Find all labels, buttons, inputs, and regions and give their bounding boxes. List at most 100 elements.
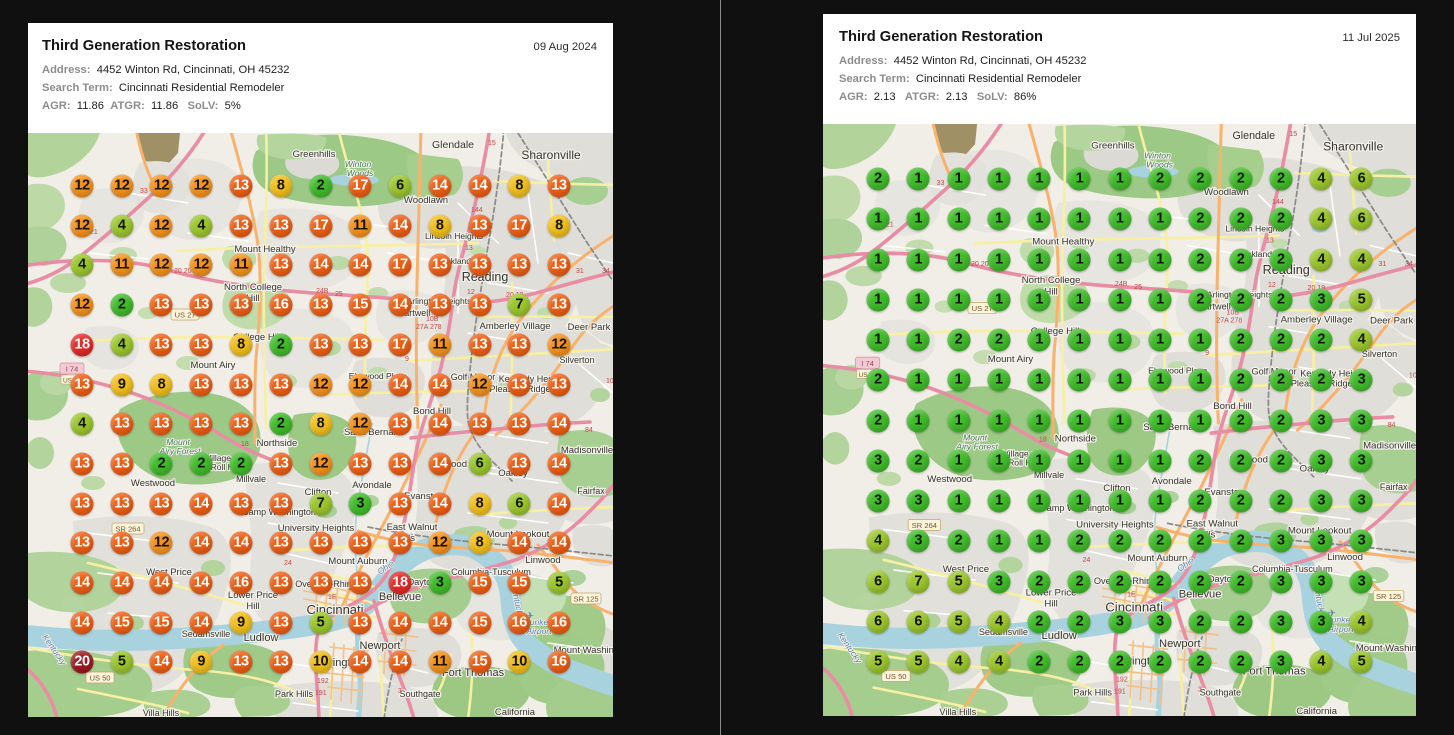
svg-text:Linwood: Linwood	[525, 555, 560, 566]
svg-text:Madisonville: Madisonville	[561, 445, 613, 456]
svg-text:31: 31	[1378, 260, 1386, 268]
svg-text:84: 84	[1388, 421, 1396, 429]
svg-text:25: 25	[1134, 283, 1142, 291]
svg-text:Glendale: Glendale	[1233, 130, 1276, 142]
svg-text:✈: ✈	[1328, 609, 1336, 620]
svg-text:18: 18	[1039, 435, 1047, 443]
svg-text:13: 13	[1266, 237, 1274, 245]
svg-text:I 74: I 74	[861, 359, 874, 368]
svg-text:Greenhills: Greenhills	[293, 149, 336, 160]
svg-text:10B: 10B	[426, 316, 439, 323]
svg-text:3: 3	[1198, 686, 1202, 694]
svg-text:Mount Healthy: Mount Healthy	[1032, 237, 1094, 248]
svg-text:✈: ✈	[526, 611, 534, 622]
svg-text:Ludlow: Ludlow	[244, 632, 279, 644]
svg-text:Lunken: Lunken	[1327, 615, 1355, 625]
svg-text:144: 144	[471, 207, 483, 214]
svg-text:Mount Airy: Mount Airy	[988, 354, 1034, 365]
svg-text:1E: 1E	[328, 594, 337, 601]
svg-text:Mount Washington: Mount Washington	[1356, 643, 1416, 654]
svg-text:Deer Park: Deer Park	[1370, 316, 1414, 327]
svg-text:California: California	[495, 707, 536, 717]
svg-text:20 19: 20 19	[1308, 284, 1326, 292]
svg-text:Northside: Northside	[257, 438, 298, 449]
svg-text:3: 3	[398, 688, 402, 695]
svg-text:SR 264: SR 264	[115, 525, 140, 534]
svg-text:191: 191	[315, 690, 327, 697]
svg-text:Winton: Winton	[345, 159, 372, 169]
svg-text:9: 9	[405, 356, 409, 363]
svg-text:Sharonville: Sharonville	[521, 148, 581, 162]
svg-text:University Heights: University Heights	[1076, 519, 1154, 530]
svg-text:Fairfax: Fairfax	[577, 486, 605, 496]
svg-text:East Walnut: East Walnut	[387, 522, 438, 533]
svg-text:192: 192	[317, 678, 329, 685]
svg-text:33: 33	[140, 188, 148, 195]
svg-text:Madisonville: Madisonville	[1363, 440, 1416, 451]
svg-text:12: 12	[1268, 281, 1276, 289]
svg-text:Hill: Hill	[1044, 599, 1057, 610]
svg-text:34: 34	[1405, 260, 1413, 268]
svg-text:Sharonville: Sharonville	[1323, 139, 1383, 153]
svg-text:SR 125: SR 125	[573, 595, 598, 604]
svg-text:US 50: US 50	[90, 674, 111, 683]
svg-text:34: 34	[602, 268, 610, 275]
svg-text:Westwood: Westwood	[131, 478, 175, 489]
svg-text:191: 191	[1114, 688, 1126, 696]
svg-text:27A 278: 27A 278	[416, 324, 442, 331]
svg-text:84: 84	[585, 427, 593, 434]
svg-text:24B: 24B	[316, 288, 329, 295]
svg-text:27A 278: 27A 278	[1216, 317, 1242, 325]
svg-text:Amberley Village: Amberley Village	[1281, 315, 1353, 326]
svg-text:Villa Hills: Villa Hills	[939, 707, 976, 716]
svg-text:144: 144	[1272, 198, 1284, 206]
svg-text:Hill: Hill	[246, 601, 259, 612]
svg-text:24: 24	[284, 560, 292, 567]
svg-text:21: 21	[886, 220, 894, 228]
svg-text:10: 10	[1409, 371, 1416, 379]
svg-text:24B: 24B	[1115, 280, 1128, 288]
svg-text:Airport: Airport	[1327, 624, 1354, 634]
svg-text:Mount Healthy: Mount Healthy	[234, 244, 296, 255]
svg-text:Newport: Newport	[360, 640, 401, 652]
svg-text:North College: North College	[1022, 275, 1081, 286]
svg-text:Millvale: Millvale	[236, 474, 266, 484]
svg-text:Airport: Airport	[525, 626, 552, 636]
svg-text:33: 33	[937, 179, 945, 187]
svg-text:Newport: Newport	[1159, 638, 1201, 650]
svg-text:25: 25	[335, 291, 343, 298]
svg-text:US 50: US 50	[885, 672, 906, 681]
svg-text:Villa Hills: Villa Hills	[143, 708, 180, 717]
svg-text:Greenhills: Greenhills	[1091, 140, 1135, 151]
svg-text:Linwood: Linwood	[1327, 552, 1363, 563]
svg-text:Avondale: Avondale	[1152, 476, 1192, 487]
svg-text:Mount: Mount	[963, 432, 988, 442]
svg-text:University Heights: University Heights	[278, 523, 355, 534]
svg-text:Bellevue: Bellevue	[379, 591, 421, 603]
svg-text:Westwood: Westwood	[927, 474, 972, 485]
svg-text:Northside: Northside	[1055, 433, 1096, 444]
svg-text:Southgate: Southgate	[1200, 688, 1242, 698]
svg-text:East Walnut: East Walnut	[1186, 518, 1238, 529]
svg-text:Silverton: Silverton	[1362, 349, 1397, 359]
svg-text:9: 9	[1205, 349, 1209, 357]
svg-text:1E: 1E	[1127, 590, 1136, 598]
svg-text:Ludlow: Ludlow	[1042, 630, 1078, 642]
svg-text:Mount: Mount	[166, 437, 190, 447]
svg-text:18: 18	[241, 441, 249, 448]
svg-text:Mount Airy: Mount Airy	[191, 360, 236, 371]
svg-text:Fort Thomas: Fort Thomas	[442, 667, 505, 679]
svg-text:I 74: I 74	[66, 365, 79, 374]
svg-text:24: 24	[1083, 556, 1091, 564]
svg-text:15: 15	[1289, 130, 1297, 138]
svg-text:Mount Auburn: Mount Auburn	[1128, 553, 1188, 564]
svg-text:Airy Forest: Airy Forest	[955, 441, 998, 451]
svg-text:10B: 10B	[1226, 309, 1239, 317]
svg-text:Park Hills: Park Hills	[1073, 688, 1112, 698]
svg-text:Avondale: Avondale	[352, 480, 391, 491]
svg-text:10: 10	[606, 378, 613, 385]
svg-text:31: 31	[576, 268, 584, 275]
svg-text:13: 13	[465, 245, 473, 252]
svg-text:192: 192	[1116, 676, 1128, 684]
svg-text:15: 15	[488, 140, 496, 147]
